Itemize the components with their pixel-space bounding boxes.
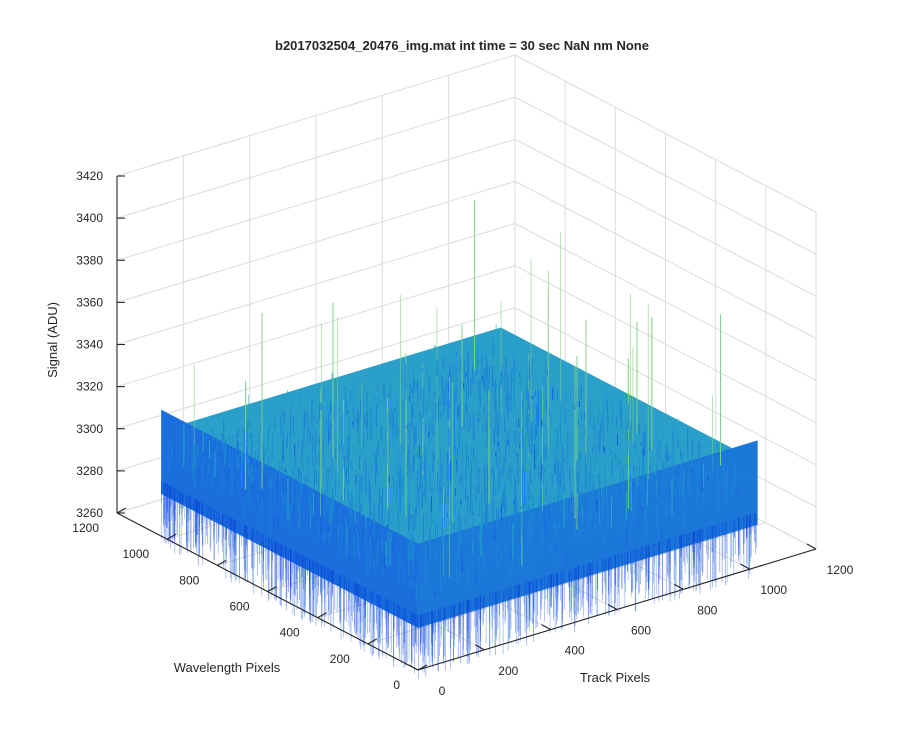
surface-front-right-face: [418, 440, 758, 628]
surface-front-left-face: [161, 409, 418, 628]
grid-line-sidewall-z: [514, 54, 817, 213]
grid-line-backwall-z: [116, 138, 516, 261]
grid-line-sidewall-z: [514, 307, 817, 466]
grid-line-backwall-z: [116, 223, 516, 345]
grid-line-sidewall-z: [514, 223, 817, 381]
grid-line-sidewall-z: [514, 96, 817, 255]
grid-line-backwall-z: [116, 180, 516, 303]
grid-line-sidewall-z: [514, 138, 817, 297]
surface: [161, 200, 758, 679]
grid-line-sidewall-z: [514, 265, 817, 424]
grid-line-sidewall-z: [514, 180, 817, 339]
grid-line-backwall-z: [116, 265, 516, 388]
grid-line-backwall-z: [116, 96, 516, 219]
grid-line-backwall-z: [116, 54, 516, 177]
grid-line-backwall-z: [116, 307, 516, 430]
